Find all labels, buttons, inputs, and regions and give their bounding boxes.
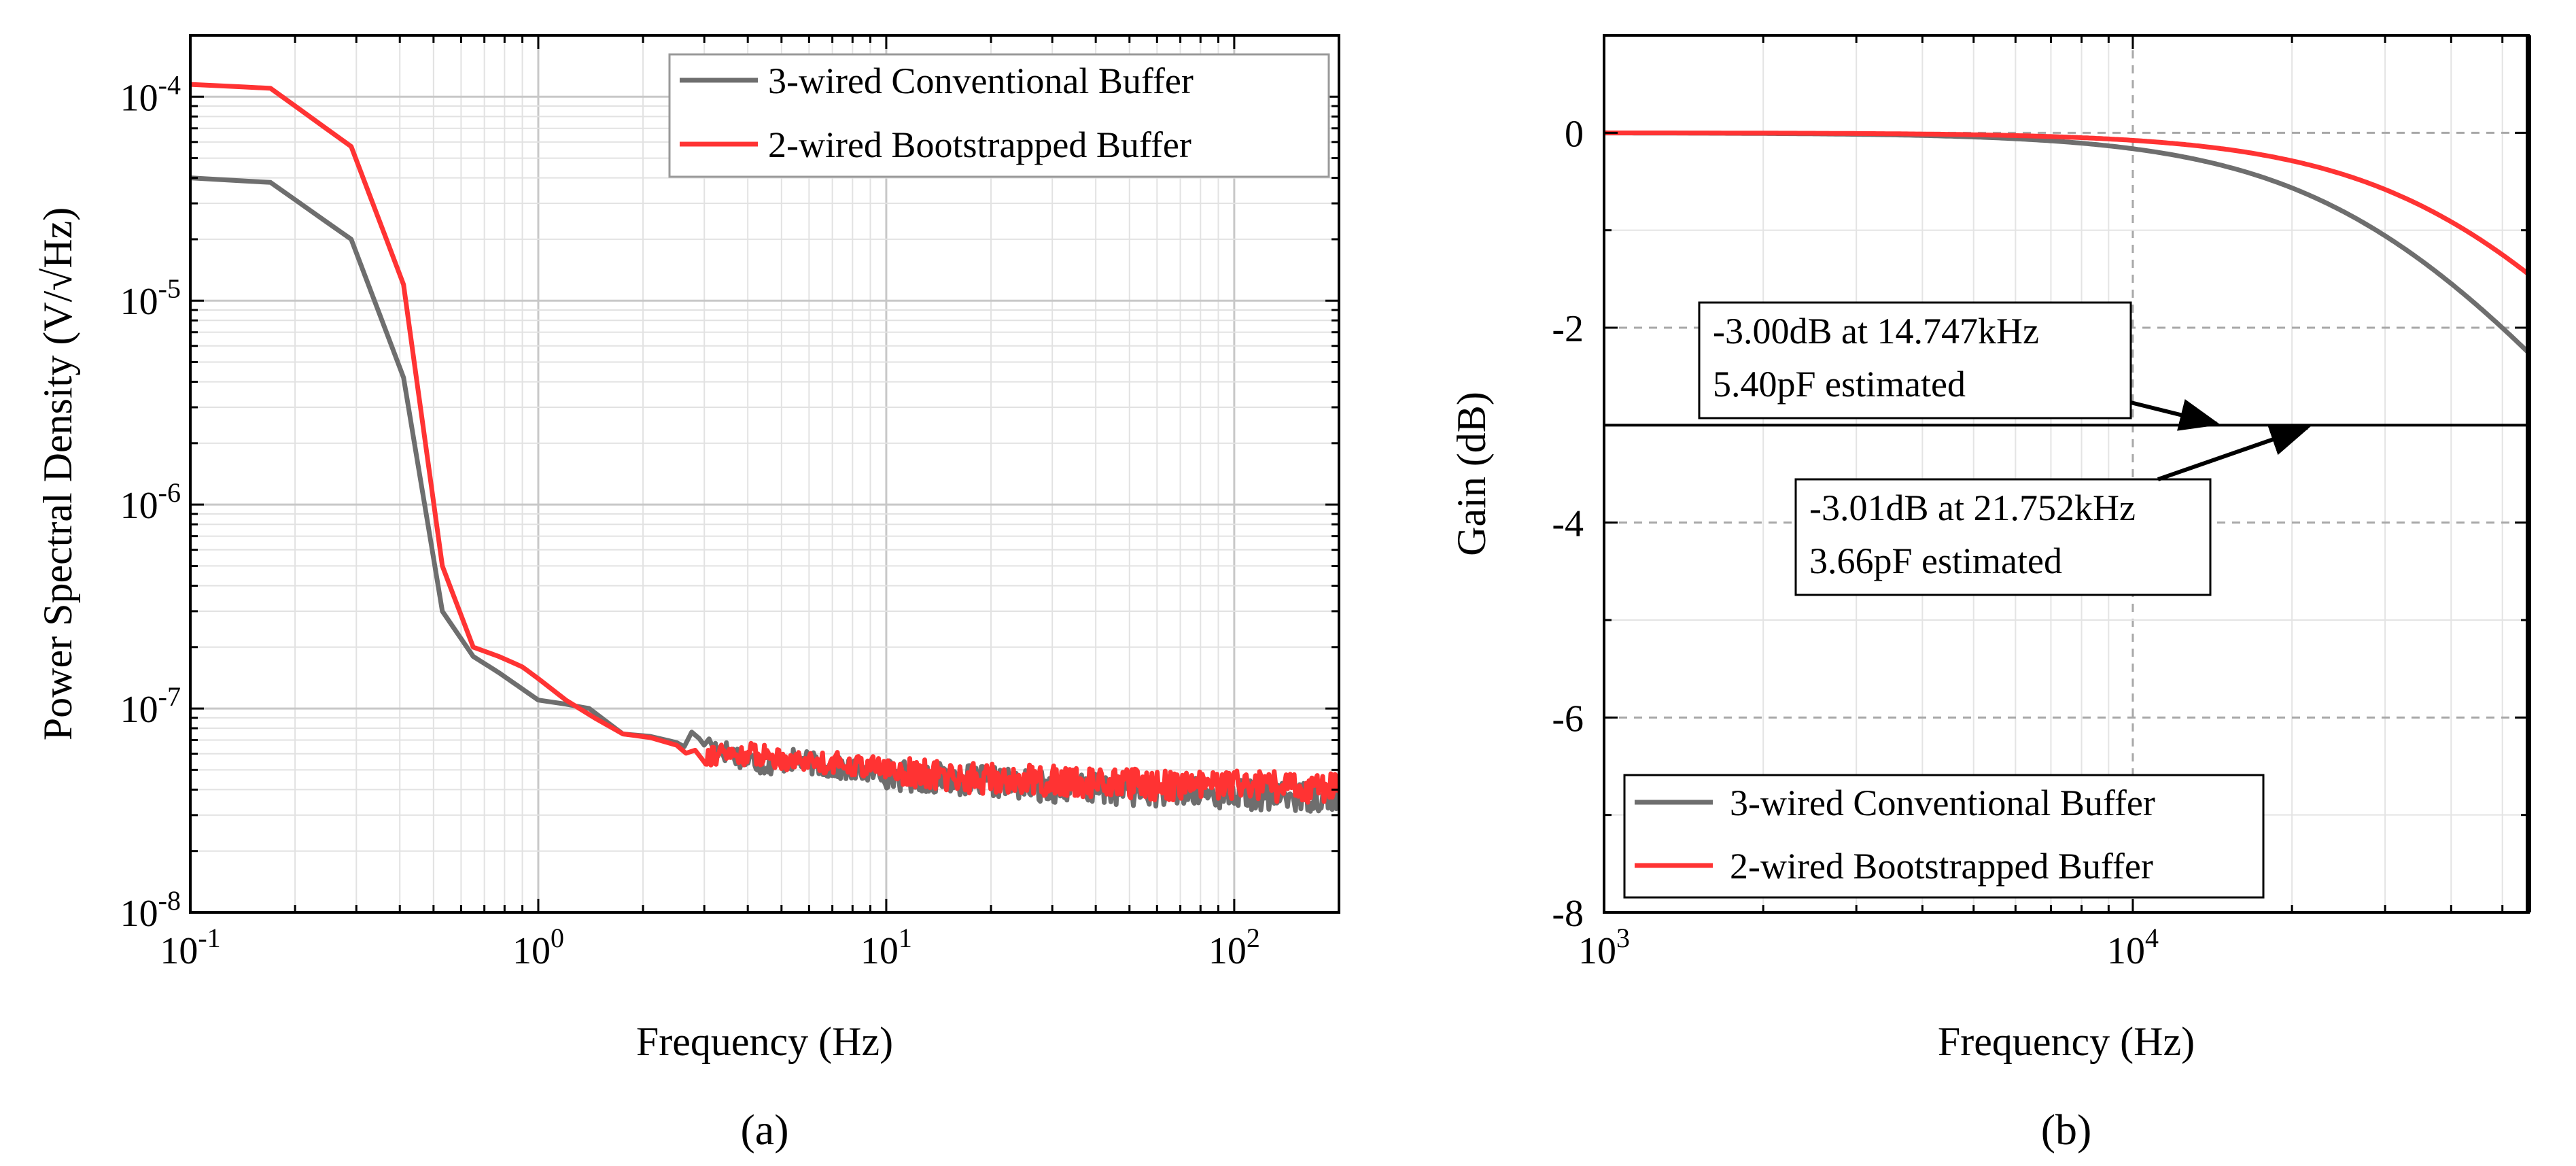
- annotation-arrow-conventional: [2130, 399, 2221, 431]
- panel-b-legend-label-bootstrapped: 2-wired Bootstrapped Buffer: [1730, 846, 2153, 887]
- panel-a-caption: (a): [740, 1105, 788, 1154]
- panel-a-y-tick-label: 10-6: [120, 477, 181, 527]
- panel-a-tick-marks: [189, 34, 1340, 914]
- panel-b-y-tick-labels: 0 -2 -4 -6 -8: [1552, 113, 1584, 935]
- panel-a-plot-frame: [189, 34, 1340, 914]
- annotation-box-conventional: [1698, 301, 2132, 419]
- panel-a-y-tick-labels: 10-8 10-7 10-6 10-5 10-4: [120, 69, 181, 935]
- panel-a-x-tick-label: 102: [1208, 923, 1260, 972]
- panel-b-gridlines: [1603, 35, 2528, 912]
- panel-b-y-tick-label: -4: [1552, 503, 1584, 545]
- annotation-bootstrapped-cutoff: -3.01dB at 21.752kHz 3.66pF estimated: [1794, 424, 2312, 596]
- panel-b-x-tick-labels: 103 104: [1578, 923, 2159, 972]
- series-line-bootstrapped-psd: [190, 82, 1339, 805]
- panel-b-y-tick-label: -6: [1552, 698, 1584, 740]
- series-line-bootstrapped-gain: [1604, 130, 2528, 276]
- panel-a-legend-box: [668, 53, 1330, 178]
- panel-a-x-tick-labels: 10-1 100 101 102: [160, 923, 1260, 972]
- panel-a-y-tick-label: 10-8: [120, 885, 181, 935]
- panel-b-legend: 3-wired Conventional Buffer 2-wired Boot…: [1623, 774, 2265, 899]
- annotation-conventional-cutoff: -3.00dB at 14.747kHz 5.40pF estimated: [1698, 301, 2221, 431]
- panel-b-tick-marks: [1603, 34, 2528, 914]
- panel-b-x-tick-label: 104: [2107, 923, 2159, 972]
- annotation-arrow-bootstrapped: [2157, 424, 2312, 481]
- panel-a-y-tick-label: 10-7: [120, 681, 181, 731]
- panel-b-y-tick-label: -8: [1552, 893, 1584, 935]
- panel-a-y-axis-title: Power Spectral Density (V/√Hz): [35, 207, 80, 740]
- series-line-conventional-psd: [190, 175, 1339, 814]
- panel-a-x-tick-label: 101: [860, 923, 912, 972]
- panel-b-y-tick-label: -2: [1552, 308, 1584, 350]
- panel-b-x-tick-label: 103: [1578, 923, 1630, 972]
- panel-b-y-tick-label: 0: [1565, 113, 1584, 155]
- panel-b-x-axis-title: Frequency (Hz): [1938, 1019, 2195, 1064]
- annotation-text-conventional-line1: -3.00dB at 14.747kHz: [1713, 311, 2039, 351]
- panel-b-series: [1604, 130, 2528, 355]
- panel-a-x-tick-label: 100: [512, 923, 564, 972]
- panel-b-y-axis-title: Gain (dB): [1449, 392, 1494, 556]
- panel-a-psd-chart: 10-1 100 101 102 10-8 10-7 10-6 10-5 10-4 Frequ…: [35, 34, 1340, 1154]
- panel-a-series: [190, 82, 1339, 814]
- panel-a-legend-label-bootstrapped: 2-wired Bootstrapped Buffer: [768, 124, 1191, 165]
- panel-a-x-tick-label: 10-1: [160, 923, 220, 972]
- panel-b-caption: (b): [2041, 1105, 2092, 1154]
- annotation-box-bootstrapped: [1794, 478, 2212, 596]
- panel-a-legend: 3-wired Conventional Buffer 2-wired Boot…: [668, 53, 1330, 178]
- panel-b-gain-chart: 103 104 0 -2 -4 -6 -8 -3.00dB at 14.747kHz 5.…: [1449, 34, 2531, 1154]
- panel-a-y-tick-label: 10-5: [120, 273, 181, 323]
- annotation-text-bootstrapped-line2: 3.66pF estimated: [1809, 541, 2062, 581]
- panel-b-legend-label-conventional: 3-wired Conventional Buffer: [1730, 783, 2155, 823]
- annotation-text-bootstrapped-line1: -3.01dB at 21.752kHz: [1809, 487, 2136, 528]
- annotation-text-conventional-line2: 5.40pF estimated: [1713, 364, 1966, 405]
- panel-a-legend-label-conventional: 3-wired Conventional Buffer: [768, 61, 1194, 101]
- panel-b-legend-box: [1623, 774, 2265, 899]
- panel-a-y-tick-label: 10-4: [120, 69, 181, 119]
- panel-a-x-axis-title: Frequency (Hz): [636, 1019, 893, 1064]
